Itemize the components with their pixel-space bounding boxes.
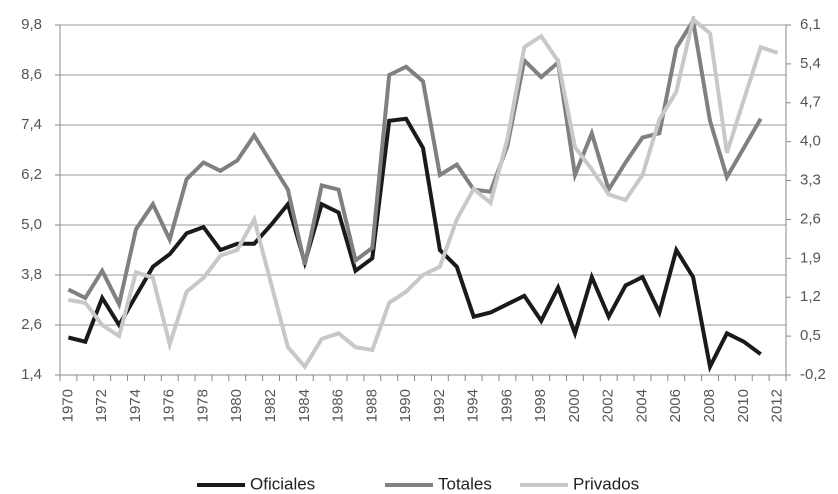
x-tick-label: 2008	[701, 389, 718, 422]
x-tick-label: 2006	[667, 389, 684, 422]
y-tick-label: 5,0	[21, 216, 42, 233]
y-tick-label: 2,6	[21, 316, 42, 333]
x-tick-label: 1996	[498, 389, 515, 422]
y-tick-label: 9,8	[21, 16, 42, 33]
x-tick-label: 1972	[93, 389, 110, 422]
series-line	[67, 15, 763, 311]
y2-tick-label: 4,0	[800, 133, 821, 150]
y2-tick-label: 1,9	[800, 249, 821, 266]
x-tick-label: 1980	[228, 389, 245, 422]
x-tick-label: 1998	[532, 389, 549, 422]
y2-tick-label: 1,2	[800, 288, 821, 305]
y2-tick-label: 0,5	[800, 327, 821, 344]
x-tick-label: 1988	[363, 389, 380, 422]
series-line	[67, 116, 762, 373]
legend-label: Privados	[573, 474, 639, 493]
y-tick-label: 1,4	[21, 366, 42, 383]
y-tick-label: 3,8	[21, 266, 42, 283]
y2-tick-label: 2,6	[800, 210, 821, 227]
x-tick-label: 2010	[735, 389, 752, 422]
y-tick-label: 6,2	[21, 166, 42, 183]
x-tick-label: 1992	[431, 389, 448, 422]
legend-label: Totales	[438, 474, 492, 493]
y2-tick-label: 6,1	[800, 16, 821, 33]
x-tick-label: 1986	[330, 389, 347, 422]
x-tick-label: 2000	[566, 389, 583, 422]
x-tick-label: 1990	[397, 389, 414, 422]
x-tick-label: 1976	[161, 389, 178, 422]
y2-tick-label: 5,4	[800, 55, 821, 72]
x-tick-label: 1982	[262, 389, 279, 422]
y2-tick-label: 4,7	[800, 94, 821, 111]
y-tick-label: 8,6	[21, 66, 42, 83]
series-line	[68, 15, 779, 371]
y2-tick-label: 3,3	[800, 172, 821, 189]
y2-tick-label: -0,2	[800, 366, 826, 383]
x-tick-label: 1974	[127, 389, 144, 422]
x-tick-label: 1994	[465, 389, 482, 422]
x-tick-label: 2002	[600, 389, 617, 422]
legend-label: Oficiales	[250, 474, 315, 493]
x-tick-label: 1978	[194, 389, 211, 422]
x-tick-label: 1970	[59, 389, 76, 422]
y-tick-label: 7,4	[21, 116, 42, 133]
x-tick-label: 1984	[296, 389, 313, 422]
x-tick-label: 2012	[769, 389, 786, 422]
x-tick-label: 2004	[633, 389, 650, 422]
